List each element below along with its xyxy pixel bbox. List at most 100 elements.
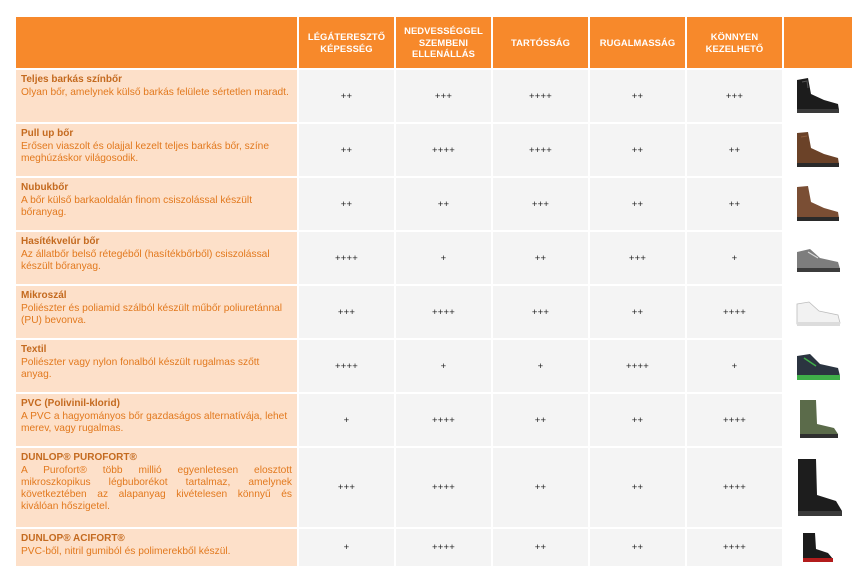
grey-suede-shoe-icon (797, 249, 840, 272)
white-microfiber-shoe-icon (796, 301, 841, 326)
material-label: Mikroszál Poliészter és poliamid szálból… (16, 286, 297, 338)
textile-sneaker-icon (797, 354, 840, 380)
material-description: A PVC a hagyományos bőr gazdaságos alter… (21, 410, 288, 434)
header-blank-cell (16, 17, 297, 68)
product-image-cell (784, 340, 852, 392)
table-row: DUNLOP® ACIFORT® PVC-ből, nitril gumiból… (16, 529, 852, 566)
table-row: DUNLOP® PUROFORT® A Purofort® több milli… (16, 448, 852, 527)
table-row: Hasítékvelúr bőr Az állatbőr belső réteg… (16, 232, 852, 284)
material-name: Teljes barkás színbőr (21, 74, 122, 85)
header-moisture-resistance: NEDVESSÉGGEL SZEMBENI ELLENÁLLÁS (396, 17, 491, 68)
rating-cell: ++++ (396, 448, 491, 527)
rating-cell: ++++ (493, 70, 588, 122)
brown-nubuck-boot-icon (797, 186, 839, 221)
material-comparison-table: LÉGÁTERESZTŐ KÉPESSÉG NEDVESSÉGGEL SZEMB… (14, 15, 854, 568)
material-name: DUNLOP® PUROFORT® (21, 452, 137, 463)
rating-cell: ++ (299, 70, 394, 122)
rating-cell: ++++ (687, 448, 782, 527)
product-image-cell (784, 529, 852, 566)
product-image-cell (784, 178, 852, 230)
green-pvc-boot-icon (800, 400, 838, 438)
material-description: A bőr külső barkaoldalán finom csiszolás… (21, 194, 253, 218)
rating-cell: + (396, 340, 491, 392)
rating-cell: ++++ (687, 286, 782, 338)
rating-cell: ++ (493, 448, 588, 527)
black-leather-boot-icon (797, 78, 839, 113)
rating-cell: ++ (299, 178, 394, 230)
table-row: Textil Poliészter vagy nylon fonalból ké… (16, 340, 852, 392)
rating-cell: ++++ (299, 340, 394, 392)
rating-cell: + (687, 232, 782, 284)
rating-cell: ++++ (396, 286, 491, 338)
material-description: Erősen viaszolt és olajjal kezelt teljes… (21, 140, 270, 164)
rating-cell: ++++ (299, 232, 394, 284)
table-row: Teljes barkás színbőr Olyan bőr, amelyne… (16, 70, 852, 122)
material-name: Mikroszál (21, 290, 67, 301)
material-description: A Purofort® több millió egyenletesen elo… (21, 464, 292, 512)
rating-cell: ++ (590, 529, 685, 566)
material-name: Textil (21, 344, 47, 355)
rating-cell: ++ (590, 286, 685, 338)
material-description: Poliészter és poliamid szálból készült m… (21, 302, 283, 326)
header-row: LÉGÁTERESZTŐ KÉPESSÉG NEDVESSÉGGEL SZEMB… (16, 17, 852, 68)
rating-cell: ++ (590, 178, 685, 230)
black-purofort-boot-icon (798, 458, 842, 516)
header-image-cell (784, 17, 852, 68)
product-image-cell (784, 232, 852, 284)
rating-cell: ++ (590, 124, 685, 176)
rating-cell: +++ (299, 286, 394, 338)
header-easy-care: KÖNNYEN KEZELHETŐ (687, 17, 782, 68)
table-row: Pull up bőr Erősen viaszolt és olajjal k… (16, 124, 852, 176)
header-breathability: LÉGÁTERESZTŐ KÉPESSÉG (299, 17, 394, 68)
brown-leather-boot-icon (797, 132, 839, 167)
material-name: Nubukbőr (21, 182, 69, 193)
material-label: DUNLOP® PUROFORT® A Purofort® több milli… (16, 448, 297, 527)
rating-cell: ++ (299, 124, 394, 176)
rating-cell: + (687, 340, 782, 392)
rating-cell: + (299, 394, 394, 446)
rating-cell: + (493, 340, 588, 392)
product-image-cell (784, 286, 852, 338)
material-description: Olyan bőr, amelynek külső barkás felület… (21, 86, 289, 98)
rating-cell: ++++ (687, 394, 782, 446)
material-name: Pull up bőr (21, 128, 74, 139)
rating-cell: + (396, 232, 491, 284)
material-label: PVC (Polivinil-klorid) A PVC a hagyomány… (16, 394, 297, 446)
rating-cell: +++ (687, 70, 782, 122)
material-label: Teljes barkás színbőr Olyan bőr, amelyne… (16, 70, 297, 122)
material-name: Hasítékvelúr bőr (21, 236, 100, 247)
table-row: Mikroszál Poliészter és poliamid szálból… (16, 286, 852, 338)
table-row: Nubukbőr A bőr külső barkaoldalán finom … (16, 178, 852, 230)
product-image-cell (784, 70, 852, 122)
material-label: DUNLOP® ACIFORT® PVC-ből, nitril gumiból… (16, 529, 297, 566)
rating-cell: +++ (590, 232, 685, 284)
rating-cell: ++ (493, 394, 588, 446)
rating-cell: ++ (396, 178, 491, 230)
rating-cell: ++ (687, 124, 782, 176)
table-row: PVC (Polivinil-klorid) A PVC a hagyomány… (16, 394, 852, 446)
rating-cell: ++ (590, 70, 685, 122)
material-label: Nubukbőr A bőr külső barkaoldalán finom … (16, 178, 297, 230)
rating-cell: ++++ (396, 529, 491, 566)
product-image-cell (784, 124, 852, 176)
header-flexibility: RUGALMASSÁG (590, 17, 685, 68)
material-name: DUNLOP® ACIFORT® (21, 533, 125, 544)
material-name: PVC (Polivinil-klorid) (21, 398, 120, 409)
rating-cell: ++ (687, 178, 782, 230)
product-image-cell (784, 448, 852, 527)
black-acifort-boot-icon (803, 532, 833, 562)
rating-cell: +++ (493, 286, 588, 338)
rating-cell: +++ (396, 70, 491, 122)
rating-cell: ++ (493, 529, 588, 566)
rating-cell: ++++ (493, 124, 588, 176)
material-description: Az állatbőr belső rétegéből (hasítékbőrb… (21, 248, 270, 272)
header-durability: TARTÓSSÁG (493, 17, 588, 68)
material-description: PVC-ből, nitril gumiból és polimerekből … (21, 545, 231, 557)
material-label: Pull up bőr Erősen viaszolt és olajjal k… (16, 124, 297, 176)
rating-cell: +++ (299, 448, 394, 527)
material-description: Poliészter vagy nylon fonalból készült r… (21, 356, 260, 380)
material-label: Textil Poliészter vagy nylon fonalból ké… (16, 340, 297, 392)
rating-cell: +++ (493, 178, 588, 230)
rating-cell: + (299, 529, 394, 566)
rating-cell: ++ (493, 232, 588, 284)
